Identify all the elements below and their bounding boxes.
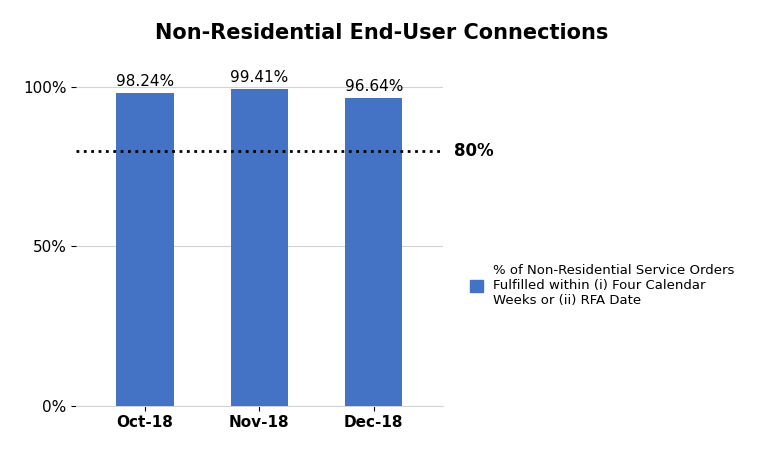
Text: 98.24%: 98.24% [116, 74, 174, 89]
Text: Non-Residential End-User Connections: Non-Residential End-User Connections [155, 23, 608, 43]
Bar [345, 98, 403, 406]
Legend: % of Non-Residential Service Orders
Fulfilled within (i) Four Calendar
Weeks or : % of Non-Residential Service Orders Fulf… [465, 259, 740, 313]
Bar [230, 89, 288, 406]
Text: 99.41%: 99.41% [230, 70, 288, 85]
Bar [116, 93, 173, 406]
Text: 80%: 80% [454, 142, 493, 160]
Text: 96.64%: 96.64% [345, 79, 403, 94]
